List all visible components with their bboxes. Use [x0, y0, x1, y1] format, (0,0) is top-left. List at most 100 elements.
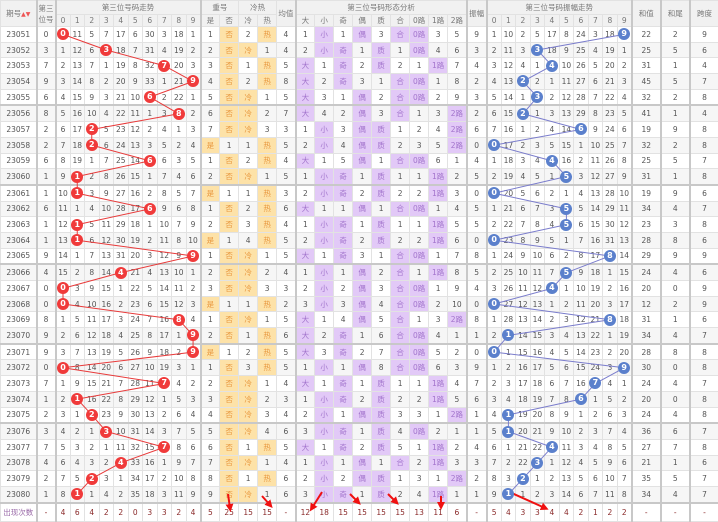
avg-cell: 4: [277, 455, 296, 471]
span-cell: 6: [690, 42, 718, 58]
issue-header[interactable]: 期号▲▼: [1, 1, 37, 27]
amp-miss-cell: 5: [545, 360, 560, 376]
position-number-cell: 7: [37, 439, 56, 455]
shape-cell: 小: [315, 391, 334, 407]
amp-cell: 2: [467, 471, 487, 487]
miss-cell: 7: [70, 344, 85, 360]
hit-cell: 2: [85, 137, 100, 153]
miss-cell: 9: [172, 455, 187, 471]
miss-cell: 7: [186, 455, 201, 471]
cold-cell: 冷: [239, 423, 258, 439]
amp-miss-cell: 6: [574, 217, 589, 233]
tail-cell: 4: [661, 201, 690, 217]
shape-cell: 小: [315, 471, 334, 487]
position-number-cell: 0: [37, 281, 56, 297]
miss-cell: 5: [172, 185, 187, 201]
sum-cell: 32: [632, 89, 661, 105]
shape-cell: 1: [391, 217, 410, 233]
amp-miss-cell: 3: [603, 360, 618, 376]
miss-cell: 3: [85, 185, 100, 201]
shape-cell: 2: [372, 89, 391, 105]
miss-cell: 23: [99, 407, 114, 423]
red-ball-marker: 0: [57, 28, 69, 40]
amp-miss-cell: 27: [501, 296, 516, 312]
amp-miss-cell: 2: [545, 471, 560, 487]
miss-cell: 18: [172, 27, 187, 43]
sort-up-down-icon[interactable]: ▲▼: [21, 11, 30, 18]
hit-cell: 4: [545, 439, 560, 455]
hit-cell: 1: [70, 217, 85, 233]
miss-cell: 12: [157, 248, 172, 264]
shape-cell: 5: [429, 344, 448, 360]
miss-cell: 29: [114, 217, 129, 233]
amp-miss-cell: 3: [487, 58, 502, 74]
shape-cell: 2: [334, 105, 353, 121]
issue-cell: 23065: [1, 248, 37, 264]
shape-cell: 奇: [334, 232, 353, 248]
amp-miss-cell: 5: [603, 391, 618, 407]
repeat-no-cell: 否: [220, 471, 239, 487]
hot-cell: 1: [258, 455, 277, 471]
hot-cell: 热: [258, 344, 277, 360]
miss-cell: 10: [172, 264, 187, 280]
issue-cell: 23053: [1, 58, 37, 74]
shape-cell: 3: [448, 185, 467, 201]
issue-cell: 23075: [1, 407, 37, 423]
issue-cell: 23073: [1, 376, 37, 392]
miss-cell: 30: [114, 232, 129, 248]
shape-cell: 3: [448, 455, 467, 471]
tail-cell: 5: [661, 42, 690, 58]
sum-cell: 34: [632, 328, 661, 344]
shape-cell: 2: [315, 328, 334, 344]
sum-cell: 31: [632, 312, 661, 328]
miss-cell: 2: [186, 105, 201, 121]
amp-miss-cell: 13: [617, 232, 632, 248]
miss-cell: 7: [99, 153, 114, 169]
hit-cell: 1: [70, 169, 85, 185]
repeat-yes-cell: 4: [201, 407, 220, 423]
shape-cell: 1: [410, 264, 429, 280]
shape-cell: 2: [296, 281, 315, 297]
shape-cell: 质: [372, 169, 391, 185]
amp-cell: 2: [467, 105, 487, 121]
miss-cell: 4: [99, 486, 114, 502]
shape-cell: 质: [372, 122, 391, 138]
tail-cell: 2: [661, 27, 690, 43]
tail-cell: 4: [661, 264, 690, 280]
shape-cell: 1: [315, 248, 334, 264]
miss-cell: 2: [99, 455, 114, 471]
miss-cell: 25: [128, 328, 143, 344]
amp-cell: 0: [467, 296, 487, 312]
cold-cell: 冷: [239, 248, 258, 264]
amp-miss-cell: 15: [530, 328, 545, 344]
amp-miss-cell: 9: [516, 248, 531, 264]
shape-cell: 1: [391, 42, 410, 58]
avg-cell: 6: [277, 486, 296, 502]
miss-cell: 6: [56, 122, 71, 138]
repeat-yes-cell: 5: [201, 89, 220, 105]
miss-cell: 20: [114, 74, 129, 90]
amp-miss-cell: 2: [574, 423, 589, 439]
hit-cell: 1: [70, 391, 85, 407]
miss-cell: 1: [186, 264, 201, 280]
shape-cell: 1: [353, 217, 372, 233]
amp-miss-cell: 1: [487, 360, 502, 376]
miss-cell: 5: [85, 27, 100, 43]
cold-cell: 2: [239, 201, 258, 217]
shape-cell: 合: [391, 89, 410, 105]
miss-cell: 15: [85, 376, 100, 392]
hot-cell: 热: [258, 58, 277, 74]
cold-cell: 冷: [239, 455, 258, 471]
span-cell: 8: [690, 169, 718, 185]
red-ball-marker: 7: [158, 60, 170, 72]
sum-cell: 12: [632, 296, 661, 312]
avg-cell: 3: [277, 185, 296, 201]
amp-miss-cell: 7: [574, 232, 589, 248]
position-number-cell: 7: [37, 376, 56, 392]
amp-miss-cell: 22: [516, 455, 531, 471]
amp-miss-cell: 13: [559, 471, 574, 487]
tail-cell: 0: [661, 281, 690, 297]
shape-cell: 3: [410, 137, 429, 153]
shape-cell: 5: [334, 153, 353, 169]
